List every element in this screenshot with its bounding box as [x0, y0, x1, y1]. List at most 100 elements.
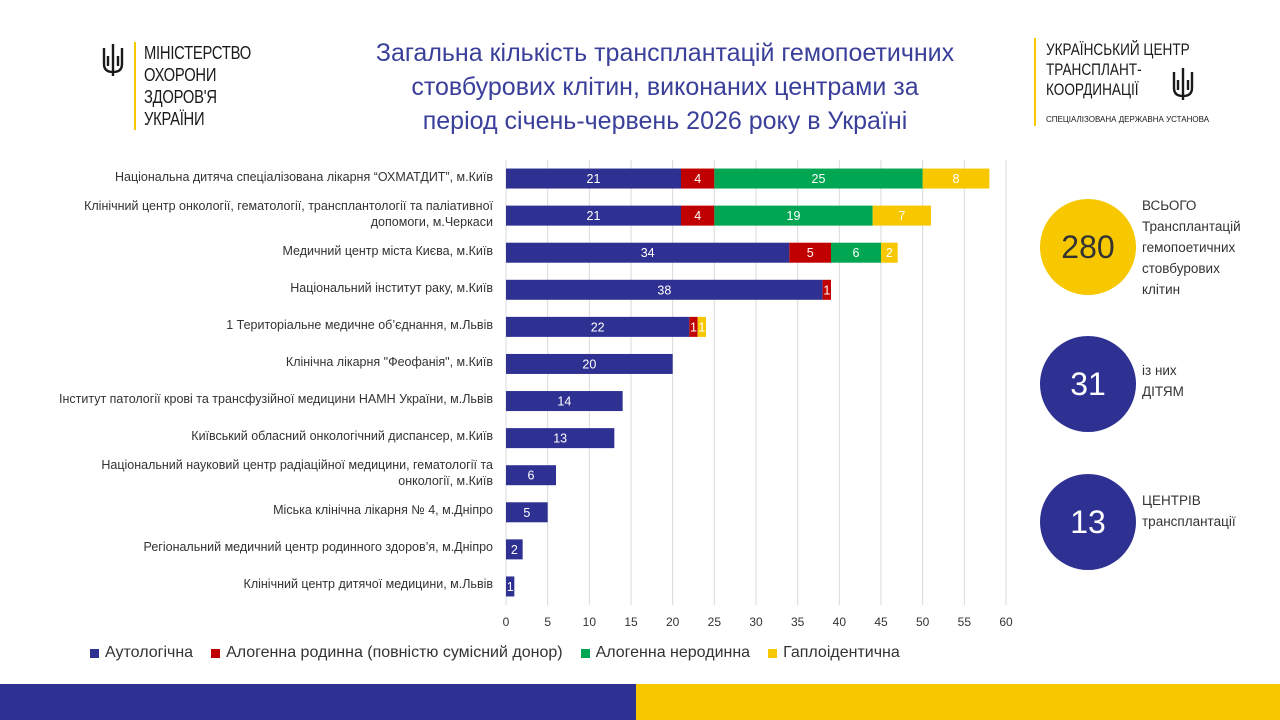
data-label: 21 — [587, 172, 601, 186]
bar-segment — [714, 205, 873, 226]
bar-segment — [689, 316, 698, 337]
ministry-logo-divider — [134, 42, 136, 130]
ministry-name: МІНІСТЕРСТВО ОХОРОНИ ЗДОРОВ'Я УКРАЇНИ — [144, 42, 251, 132]
centers-caption: ЦЕНТРІВ трансплантації — [1142, 490, 1236, 532]
footer-yellow-band — [636, 684, 1280, 720]
category-label-line: Міська клінічна лікарня № 4, м.Дніпро — [273, 503, 493, 518]
total-caption: ВСЬОГО Трансплантацій гемопоетичних стов… — [1142, 195, 1241, 300]
bar-segment — [506, 316, 690, 337]
category-label-line: Інститут патології крові та трансфузійно… — [59, 392, 493, 407]
category-label-line: Національний інститут раку, м.Київ — [290, 280, 493, 295]
legend-label: Аутологічна — [105, 644, 194, 661]
bar-segment — [506, 205, 681, 226]
data-label: 6 — [528, 469, 535, 483]
data-label: 5 — [807, 246, 814, 260]
category-label-line: Клінічний центр дитячої медицини, м.Льві… — [243, 577, 493, 592]
x-tick-label: 50 — [916, 615, 930, 629]
x-tick-label: 30 — [749, 615, 763, 629]
legend-label: Алогенна неродинна — [595, 644, 751, 661]
data-label: 14 — [557, 395, 571, 409]
x-tick-label: 5 — [544, 615, 551, 629]
data-label: 4 — [694, 172, 701, 186]
bar-segment — [697, 316, 706, 337]
legend-label: Гаплоідентична — [783, 644, 900, 661]
data-label: 1 — [690, 320, 697, 334]
caption-line: гемопоетичних — [1142, 240, 1236, 255]
footer-blue-band — [0, 684, 636, 720]
x-tick-label: 45 — [874, 615, 888, 629]
data-label: 21 — [587, 209, 601, 223]
title-line: Загальна кількість трансплантацій гемопо… — [375, 39, 955, 67]
caption-line: ВСЬОГО — [1142, 198, 1197, 213]
center-line: УКРАЇНСЬКИЙ ЦЕНТР — [1046, 40, 1190, 59]
caption-line: клітин — [1142, 282, 1181, 297]
data-label: 7 — [898, 209, 905, 223]
page-title: Загальна кількість трансплантацій гемопо… — [300, 36, 1030, 138]
legend-label: Алогенна родинна (повністю сумісний доно… — [226, 644, 563, 661]
x-tick-label: 15 — [624, 615, 638, 629]
legend-swatch — [580, 648, 590, 658]
centers-value: 13 — [1070, 503, 1106, 540]
x-tick-label: 10 — [583, 615, 597, 629]
center-subtitle: СПЕЦІАЛІЗОВАНА ДЕРЖАВНА УСТАНОВА — [1046, 115, 1210, 124]
data-label: 4 — [694, 209, 701, 223]
data-label: 22 — [591, 320, 605, 334]
data-label: 1 — [507, 580, 514, 594]
data-label: 38 — [657, 283, 671, 297]
legend-swatch — [768, 648, 778, 658]
bar-segment — [506, 539, 523, 560]
category-label-line: Регіональний медичний центр родинного зд… — [143, 540, 493, 555]
bar-segment — [714, 168, 923, 189]
category-label-line: допомоги, м.Черкаси — [370, 214, 493, 229]
category-label-line: Київський обласний онкологічний диспансе… — [191, 429, 493, 444]
caption-line: трансплантації — [1142, 514, 1236, 529]
bar-segment — [506, 353, 673, 374]
trident-icon — [102, 44, 124, 76]
caption-line: ЦЕНТРІВ — [1142, 493, 1201, 508]
x-tick-label: 20 — [666, 615, 680, 629]
bar-segment — [506, 391, 623, 412]
data-label: 20 — [582, 357, 596, 371]
bar-segment — [789, 242, 831, 263]
bar-segment — [506, 279, 823, 300]
center-line: КООРДИНАЦІЇ — [1046, 80, 1139, 99]
category-label-line: Національний науковий центр радіаційної … — [101, 458, 493, 473]
x-tick-label: 55 — [958, 615, 972, 629]
data-label: 19 — [787, 209, 801, 223]
title-line: стовбурових клітин, виконаних центрами з… — [411, 73, 919, 101]
category-label: Київський обласний онкологічний диспансе… — [13, 428, 493, 444]
bar-segment — [922, 168, 990, 189]
x-tick-label: 25 — [708, 615, 722, 629]
children-value: 31 — [1070, 365, 1106, 402]
total-circle: 280 — [1040, 199, 1136, 295]
category-label-line: Національна дитяча спеціалізована лікарн… — [115, 169, 493, 184]
ministry-line: МІНІСТЕРСТВО — [144, 43, 251, 63]
trident-icon — [1172, 68, 1194, 100]
x-tick-label: 40 — [833, 615, 847, 629]
bar-segment — [831, 242, 881, 263]
caption-line: Трансплантацій — [1142, 219, 1241, 234]
bar-segment — [506, 242, 790, 263]
caption-line: стовбурових — [1142, 261, 1220, 276]
caption-line: ДІТЯМ — [1142, 384, 1184, 399]
total-value: 280 — [1061, 228, 1115, 265]
center-logo-divider — [1034, 38, 1036, 126]
bar-segment — [881, 242, 898, 263]
x-tick-label: 35 — [791, 615, 805, 629]
category-label: Міська клінічна лікарня № 4, м.Дніпро — [13, 502, 493, 518]
legend-item: Алогенна родинна (повністю сумісний доно… — [211, 644, 563, 662]
bar-segment — [506, 428, 615, 449]
ministry-line: УКРАЇНИ — [144, 109, 205, 129]
data-label: 8 — [953, 172, 960, 186]
category-label: Національний інститут раку, м.Київ — [13, 280, 493, 296]
data-label: 13 — [553, 432, 567, 446]
data-label: 34 — [641, 246, 655, 260]
children-circle: 31 — [1040, 336, 1136, 432]
data-label: 1 — [698, 320, 705, 334]
bar-segment — [506, 576, 515, 597]
category-label: Національний науковий центр радіаційної … — [13, 457, 493, 489]
category-label: Медичний центр міста Києва, м.Київ — [13, 243, 494, 259]
bar-segment — [872, 205, 931, 226]
chart-legend: Аутологічна Алогенна родинна (повністю с… — [90, 644, 918, 662]
